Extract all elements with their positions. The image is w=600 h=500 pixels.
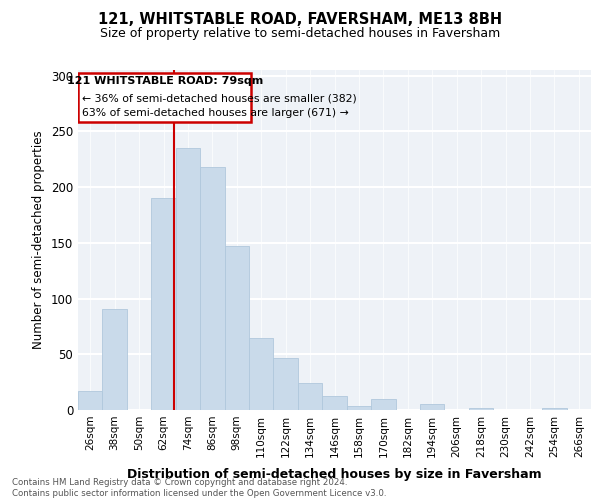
Text: 121 WHITSTABLE ROAD: 79sqm: 121 WHITSTABLE ROAD: 79sqm <box>67 76 263 86</box>
Bar <box>249 338 274 410</box>
Text: Size of property relative to semi-detached houses in Faversham: Size of property relative to semi-detach… <box>100 28 500 40</box>
Bar <box>347 406 371 410</box>
Bar <box>542 408 566 410</box>
X-axis label: Distribution of semi-detached houses by size in Faversham: Distribution of semi-detached houses by … <box>127 468 542 481</box>
Bar <box>176 148 200 410</box>
Bar <box>322 396 347 410</box>
Bar <box>103 308 127 410</box>
Bar <box>274 358 298 410</box>
Bar <box>469 408 493 410</box>
FancyBboxPatch shape <box>78 74 251 122</box>
Bar <box>78 391 103 410</box>
Text: 63% of semi-detached houses are larger (671) →: 63% of semi-detached houses are larger (… <box>82 108 349 118</box>
Text: Contains HM Land Registry data © Crown copyright and database right 2024.
Contai: Contains HM Land Registry data © Crown c… <box>12 478 386 498</box>
Bar <box>224 246 249 410</box>
Bar <box>200 167 224 410</box>
Bar <box>371 399 395 410</box>
Bar <box>298 383 322 410</box>
Y-axis label: Number of semi-detached properties: Number of semi-detached properties <box>32 130 46 350</box>
Bar <box>151 198 176 410</box>
Text: ← 36% of semi-detached houses are smaller (382): ← 36% of semi-detached houses are smalle… <box>82 94 356 104</box>
Text: 121, WHITSTABLE ROAD, FAVERSHAM, ME13 8BH: 121, WHITSTABLE ROAD, FAVERSHAM, ME13 8B… <box>98 12 502 28</box>
Bar <box>420 404 445 410</box>
